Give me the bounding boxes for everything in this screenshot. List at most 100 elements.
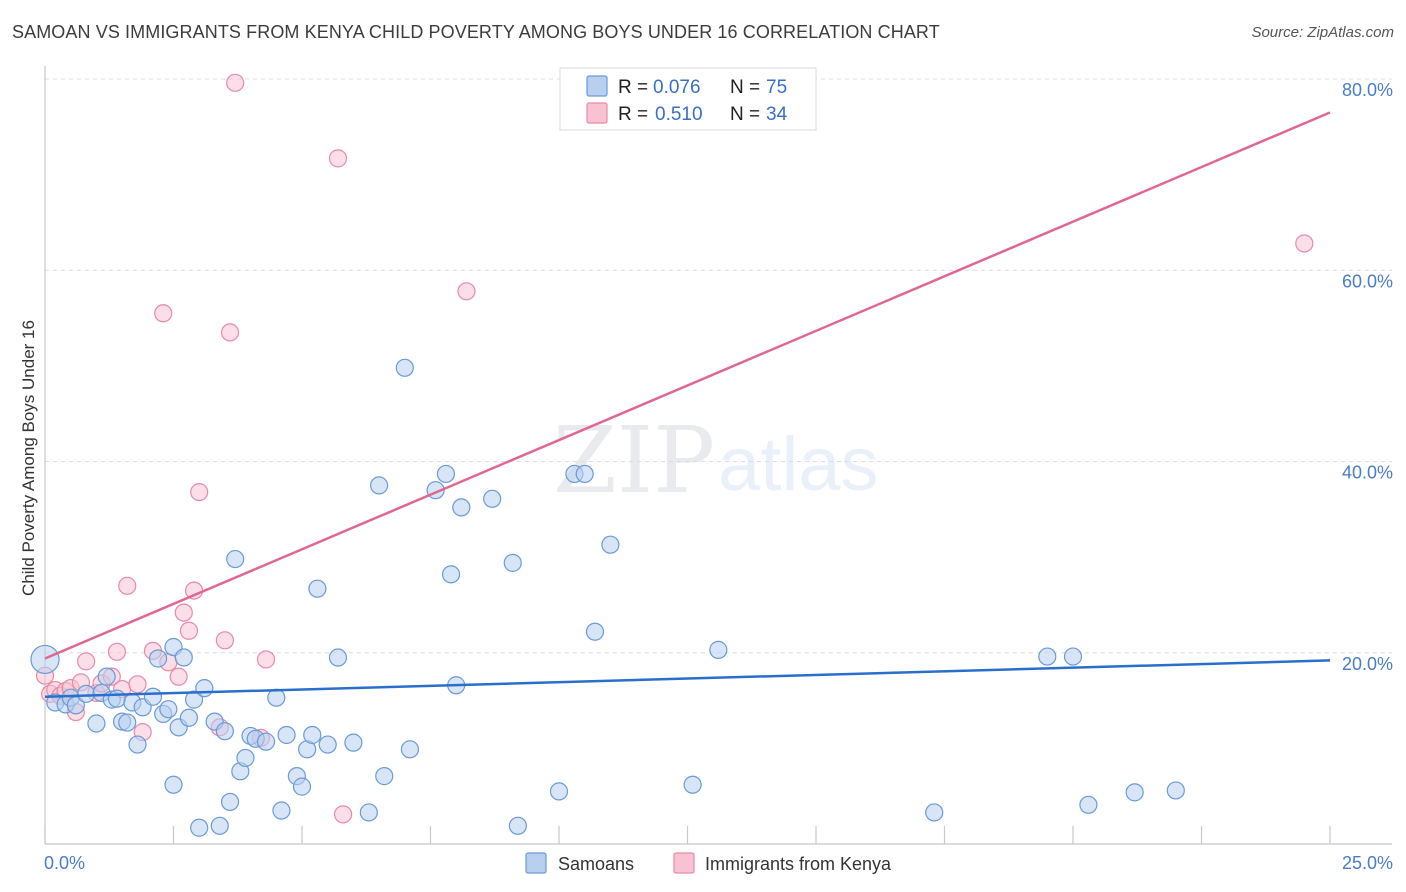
- samoan-point: [164, 775, 183, 794]
- legend-n-label-1: N =: [730, 77, 765, 98]
- watermark-atlas: atlas: [718, 422, 879, 507]
- samoan-point: [174, 648, 193, 667]
- samoan-point: [308, 579, 327, 598]
- samoan-point: [375, 767, 394, 786]
- samoan-point: [400, 740, 420, 759]
- kenya-point: [190, 483, 209, 502]
- samoan-point: [195, 679, 214, 698]
- bottom-legend-label-kenya: Immigrants from Kenya: [705, 854, 892, 874]
- samoan-point: [97, 667, 116, 686]
- samoan-point: [344, 733, 363, 752]
- samoan-point: [370, 476, 389, 495]
- series-legend: Samoans Immigrants from Kenya: [525, 852, 892, 874]
- samoan-point: [277, 725, 296, 745]
- legend-n-label-2: N =: [730, 104, 765, 125]
- chart-title: SAMOAN VS IMMIGRANTS FROM KENYA CHILD PO…: [12, 22, 940, 42]
- y-tick-labels: 20.0% 40.0% 60.0% 80.0%: [1342, 80, 1393, 674]
- samoan-point: [1166, 781, 1185, 800]
- legend-swatch-kenya: [586, 102, 608, 124]
- y-tick-label: 80.0%: [1342, 80, 1393, 100]
- samoan-point: [585, 622, 605, 641]
- bottom-legend-label-samoans: Samoans: [558, 854, 634, 874]
- samoan-point: [256, 732, 276, 751]
- legend-r-value-1: 0.076: [653, 77, 701, 98]
- kenya-point: [128, 675, 147, 694]
- samoan-point: [184, 690, 204, 709]
- samoan-point: [395, 358, 414, 377]
- kenya-point: [1295, 234, 1314, 253]
- legend-swatch-samoans: [586, 75, 608, 97]
- legend-r-value-2: 0.510: [655, 104, 703, 125]
- samoan-point: [575, 464, 594, 484]
- samoan-point: [318, 735, 337, 754]
- y-tick-label: 20.0%: [1342, 654, 1393, 674]
- axes: [44, 66, 1392, 845]
- samoan-point: [503, 553, 522, 572]
- kenya-point: [215, 631, 234, 650]
- samoan-point: [292, 777, 312, 796]
- samoan-point: [508, 816, 527, 835]
- samoan-point: [925, 803, 944, 822]
- samoan-point: [549, 782, 569, 801]
- source-label: Source: ZipAtlas.com: [1251, 24, 1394, 41]
- samoan-point: [215, 722, 234, 741]
- samoan-point: [118, 713, 137, 732]
- correlation-legend: R = 0.076 N = 75 R = 0.510 N = 34: [559, 67, 817, 131]
- samoan-point: [601, 535, 620, 554]
- samoan-point: [30, 644, 60, 675]
- samoan-point: [210, 816, 229, 835]
- samoan-point: [683, 775, 702, 794]
- y-tick-label: 60.0%: [1342, 271, 1393, 291]
- samoan-point: [1079, 795, 1098, 814]
- samoan-point: [709, 640, 728, 659]
- watermark-zip: ZIP: [553, 407, 715, 514]
- kenya-point: [154, 304, 173, 323]
- legend-r-label-2: R =: [618, 104, 653, 125]
- y-tick-label: 40.0%: [1342, 463, 1393, 483]
- legend-n-value-1: 75: [766, 77, 787, 98]
- kenya-point: [334, 805, 353, 824]
- samoan-point: [359, 803, 378, 822]
- kenya-point: [77, 652, 96, 671]
- samoan-point: [148, 649, 168, 668]
- watermark: ZIP atlas: [553, 407, 879, 514]
- samoan-point: [483, 489, 502, 508]
- samoan-point: [143, 687, 163, 706]
- samoan-point: [226, 549, 245, 569]
- kenya-point: [220, 323, 240, 342]
- samoan-point: [1038, 647, 1057, 666]
- samoan-point: [436, 464, 456, 484]
- series-samoans-points: [30, 358, 1185, 837]
- trendline-samoans: [44, 659, 1331, 698]
- kenya-point: [174, 603, 193, 622]
- kenya-point: [328, 149, 348, 168]
- x-tick-label-min: 0.0%: [44, 853, 85, 873]
- kenya-point: [107, 642, 127, 661]
- samoan-point: [272, 801, 291, 820]
- kenya-point: [457, 282, 476, 301]
- bottom-legend-swatch-samoans: [525, 852, 547, 874]
- samoan-point: [1063, 647, 1083, 666]
- samoan-point: [179, 708, 199, 727]
- trendline-kenya: [44, 111, 1331, 660]
- samoan-point: [159, 700, 178, 719]
- kenya-point: [118, 576, 137, 595]
- samoan-point: [303, 725, 322, 745]
- kenya-point: [256, 650, 276, 669]
- kenya-point: [226, 73, 245, 92]
- gridlines: [45, 78, 1392, 654]
- samoan-point: [236, 748, 255, 768]
- samoan-point: [452, 498, 471, 517]
- bottom-legend-swatch-kenya: [673, 852, 695, 874]
- samoan-point: [190, 818, 209, 837]
- samoan-point: [220, 792, 240, 812]
- samoan-point: [107, 689, 127, 708]
- x-tick-labels: 0.0% 25.0%: [44, 853, 1393, 873]
- y-axis-title: Child Poverty Among Boys Under 16: [19, 320, 38, 596]
- samoan-point: [128, 735, 147, 754]
- x-tick-label-max: 25.0%: [1342, 853, 1393, 873]
- samoan-point: [77, 684, 96, 703]
- kenya-point: [169, 667, 188, 686]
